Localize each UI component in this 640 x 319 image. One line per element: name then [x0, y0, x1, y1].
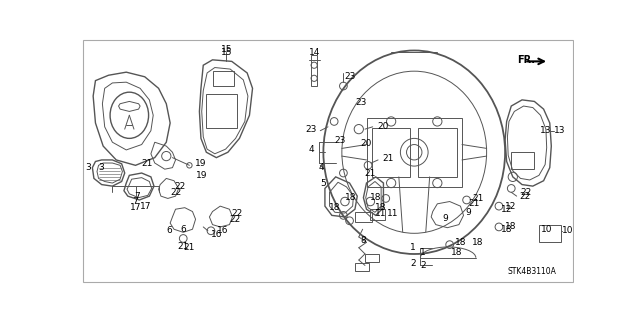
Text: 3: 3 — [85, 163, 91, 172]
Text: 1: 1 — [410, 243, 416, 252]
Text: 9: 9 — [465, 208, 471, 217]
Text: 21: 21 — [364, 168, 376, 178]
Bar — [539, 225, 561, 241]
Bar — [369, 209, 385, 220]
Text: 15: 15 — [221, 45, 232, 54]
Text: 18: 18 — [455, 238, 467, 247]
Text: 7: 7 — [132, 197, 138, 206]
Bar — [311, 55, 317, 86]
Bar — [511, 152, 534, 169]
Text: 8: 8 — [360, 236, 366, 245]
Text: 20: 20 — [360, 139, 372, 148]
Text: 13: 13 — [554, 126, 565, 135]
Text: 22: 22 — [174, 182, 185, 191]
Text: 22: 22 — [232, 209, 243, 218]
Text: 15: 15 — [221, 48, 232, 57]
Bar — [212, 70, 234, 86]
Text: 21: 21 — [468, 199, 479, 208]
Text: STK4B3110A: STK4B3110A — [508, 267, 556, 276]
Bar — [372, 128, 410, 177]
Text: 10: 10 — [541, 225, 553, 234]
Text: 1: 1 — [420, 248, 426, 257]
Text: 22: 22 — [519, 192, 530, 201]
Text: 21: 21 — [141, 159, 153, 167]
Text: 18: 18 — [501, 225, 513, 234]
Text: FR.: FR. — [517, 55, 536, 65]
Bar — [206, 94, 237, 128]
Text: 12: 12 — [505, 202, 516, 211]
Text: 19: 19 — [195, 159, 206, 168]
Bar — [355, 211, 372, 222]
Text: 23: 23 — [355, 98, 366, 107]
Text: 22: 22 — [230, 215, 241, 224]
Bar — [355, 263, 369, 271]
Text: 19: 19 — [196, 171, 207, 180]
Text: 11: 11 — [375, 209, 387, 218]
Text: 16: 16 — [211, 230, 223, 239]
Text: 21: 21 — [177, 242, 189, 251]
Text: 21: 21 — [382, 154, 393, 163]
Text: 7: 7 — [134, 192, 140, 201]
Text: 23: 23 — [344, 72, 355, 81]
Text: 18: 18 — [505, 222, 516, 231]
Text: 18: 18 — [345, 193, 356, 202]
Text: 18: 18 — [329, 203, 340, 212]
Text: 4: 4 — [319, 163, 324, 172]
Text: 18: 18 — [369, 193, 381, 202]
Text: 16: 16 — [217, 226, 228, 235]
Text: 11: 11 — [387, 209, 398, 218]
Text: 23: 23 — [306, 125, 317, 134]
Text: 17: 17 — [130, 203, 141, 212]
Text: 4: 4 — [308, 145, 314, 154]
Text: 22: 22 — [520, 188, 532, 197]
Text: 18: 18 — [375, 203, 387, 212]
Text: 18: 18 — [451, 248, 463, 257]
Bar — [418, 128, 456, 177]
Text: 21: 21 — [473, 194, 484, 203]
Bar — [367, 118, 462, 187]
Text: 12: 12 — [501, 205, 513, 214]
Text: 18: 18 — [472, 238, 483, 247]
Text: 14: 14 — [309, 48, 321, 57]
Bar — [365, 254, 379, 262]
Text: 20: 20 — [378, 122, 388, 130]
Text: 21: 21 — [184, 243, 195, 252]
Text: 6: 6 — [166, 226, 172, 235]
Text: 10: 10 — [562, 226, 573, 235]
Text: 17: 17 — [140, 202, 152, 211]
Text: 6: 6 — [180, 225, 186, 234]
Text: 23: 23 — [334, 136, 346, 145]
Text: 2: 2 — [410, 259, 416, 268]
Text: 22: 22 — [170, 188, 181, 197]
Text: 2: 2 — [420, 261, 426, 270]
Text: 9: 9 — [442, 214, 448, 223]
Text: 3: 3 — [99, 163, 104, 172]
Text: 13: 13 — [540, 126, 551, 135]
Text: 5: 5 — [320, 179, 326, 188]
